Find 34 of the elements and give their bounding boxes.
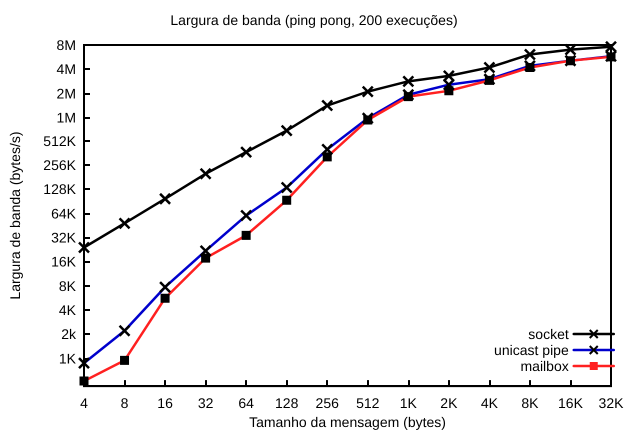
y-tick-label: 4K bbox=[58, 302, 77, 318]
x-tick-label: 16 bbox=[157, 395, 174, 412]
x-tick-label: 64 bbox=[238, 395, 254, 412]
x-tick-label: 1K bbox=[400, 395, 418, 412]
x-tick-label: 128 bbox=[275, 395, 299, 412]
x-tick-label: 32K bbox=[598, 395, 624, 412]
y-tick-label: 256K bbox=[43, 156, 77, 173]
y-tick-label: 8K bbox=[58, 278, 77, 294]
x-tick-label: 32 bbox=[198, 395, 214, 412]
y-tick-label: 2M bbox=[56, 85, 76, 102]
y-tick-label: 2k bbox=[61, 326, 77, 342]
x-tick-label: 8K bbox=[521, 395, 540, 412]
chart-title: Largura de banda (ping pong, 200 execuções) bbox=[170, 12, 458, 28]
x-tick-label: 16K bbox=[558, 395, 584, 412]
x-tick-label: 512 bbox=[356, 395, 380, 412]
legend-label: mailbox bbox=[520, 358, 569, 374]
x-tick-label: 4K bbox=[480, 395, 499, 412]
x-axis-title: Tamanho da mensagem (bytes) bbox=[249, 414, 446, 430]
y-tick-label: 512K bbox=[43, 132, 77, 149]
y-tick-label: 32K bbox=[51, 229, 77, 246]
x-tick-label: 4 bbox=[80, 395, 88, 412]
x-tick-label: 2K bbox=[440, 395, 458, 412]
y-axis-title: Largura de banda (bytes/s) bbox=[7, 131, 23, 300]
y-tick-label: 128K bbox=[43, 181, 77, 198]
x-tick-label: 256 bbox=[316, 395, 340, 412]
x-tick-label: 8 bbox=[120, 395, 129, 412]
y-tick-label: 1K bbox=[58, 350, 77, 366]
y-tick-label: 1M bbox=[56, 109, 76, 126]
y-tick-label: 4M bbox=[56, 61, 76, 78]
legend-label: unicast pipe bbox=[494, 342, 569, 358]
y-tick-label: 16K bbox=[51, 254, 77, 270]
y-tick-label: 8M bbox=[56, 37, 76, 53]
y-tick-label: 64K bbox=[51, 205, 77, 222]
legend-label: socket bbox=[528, 326, 569, 342]
